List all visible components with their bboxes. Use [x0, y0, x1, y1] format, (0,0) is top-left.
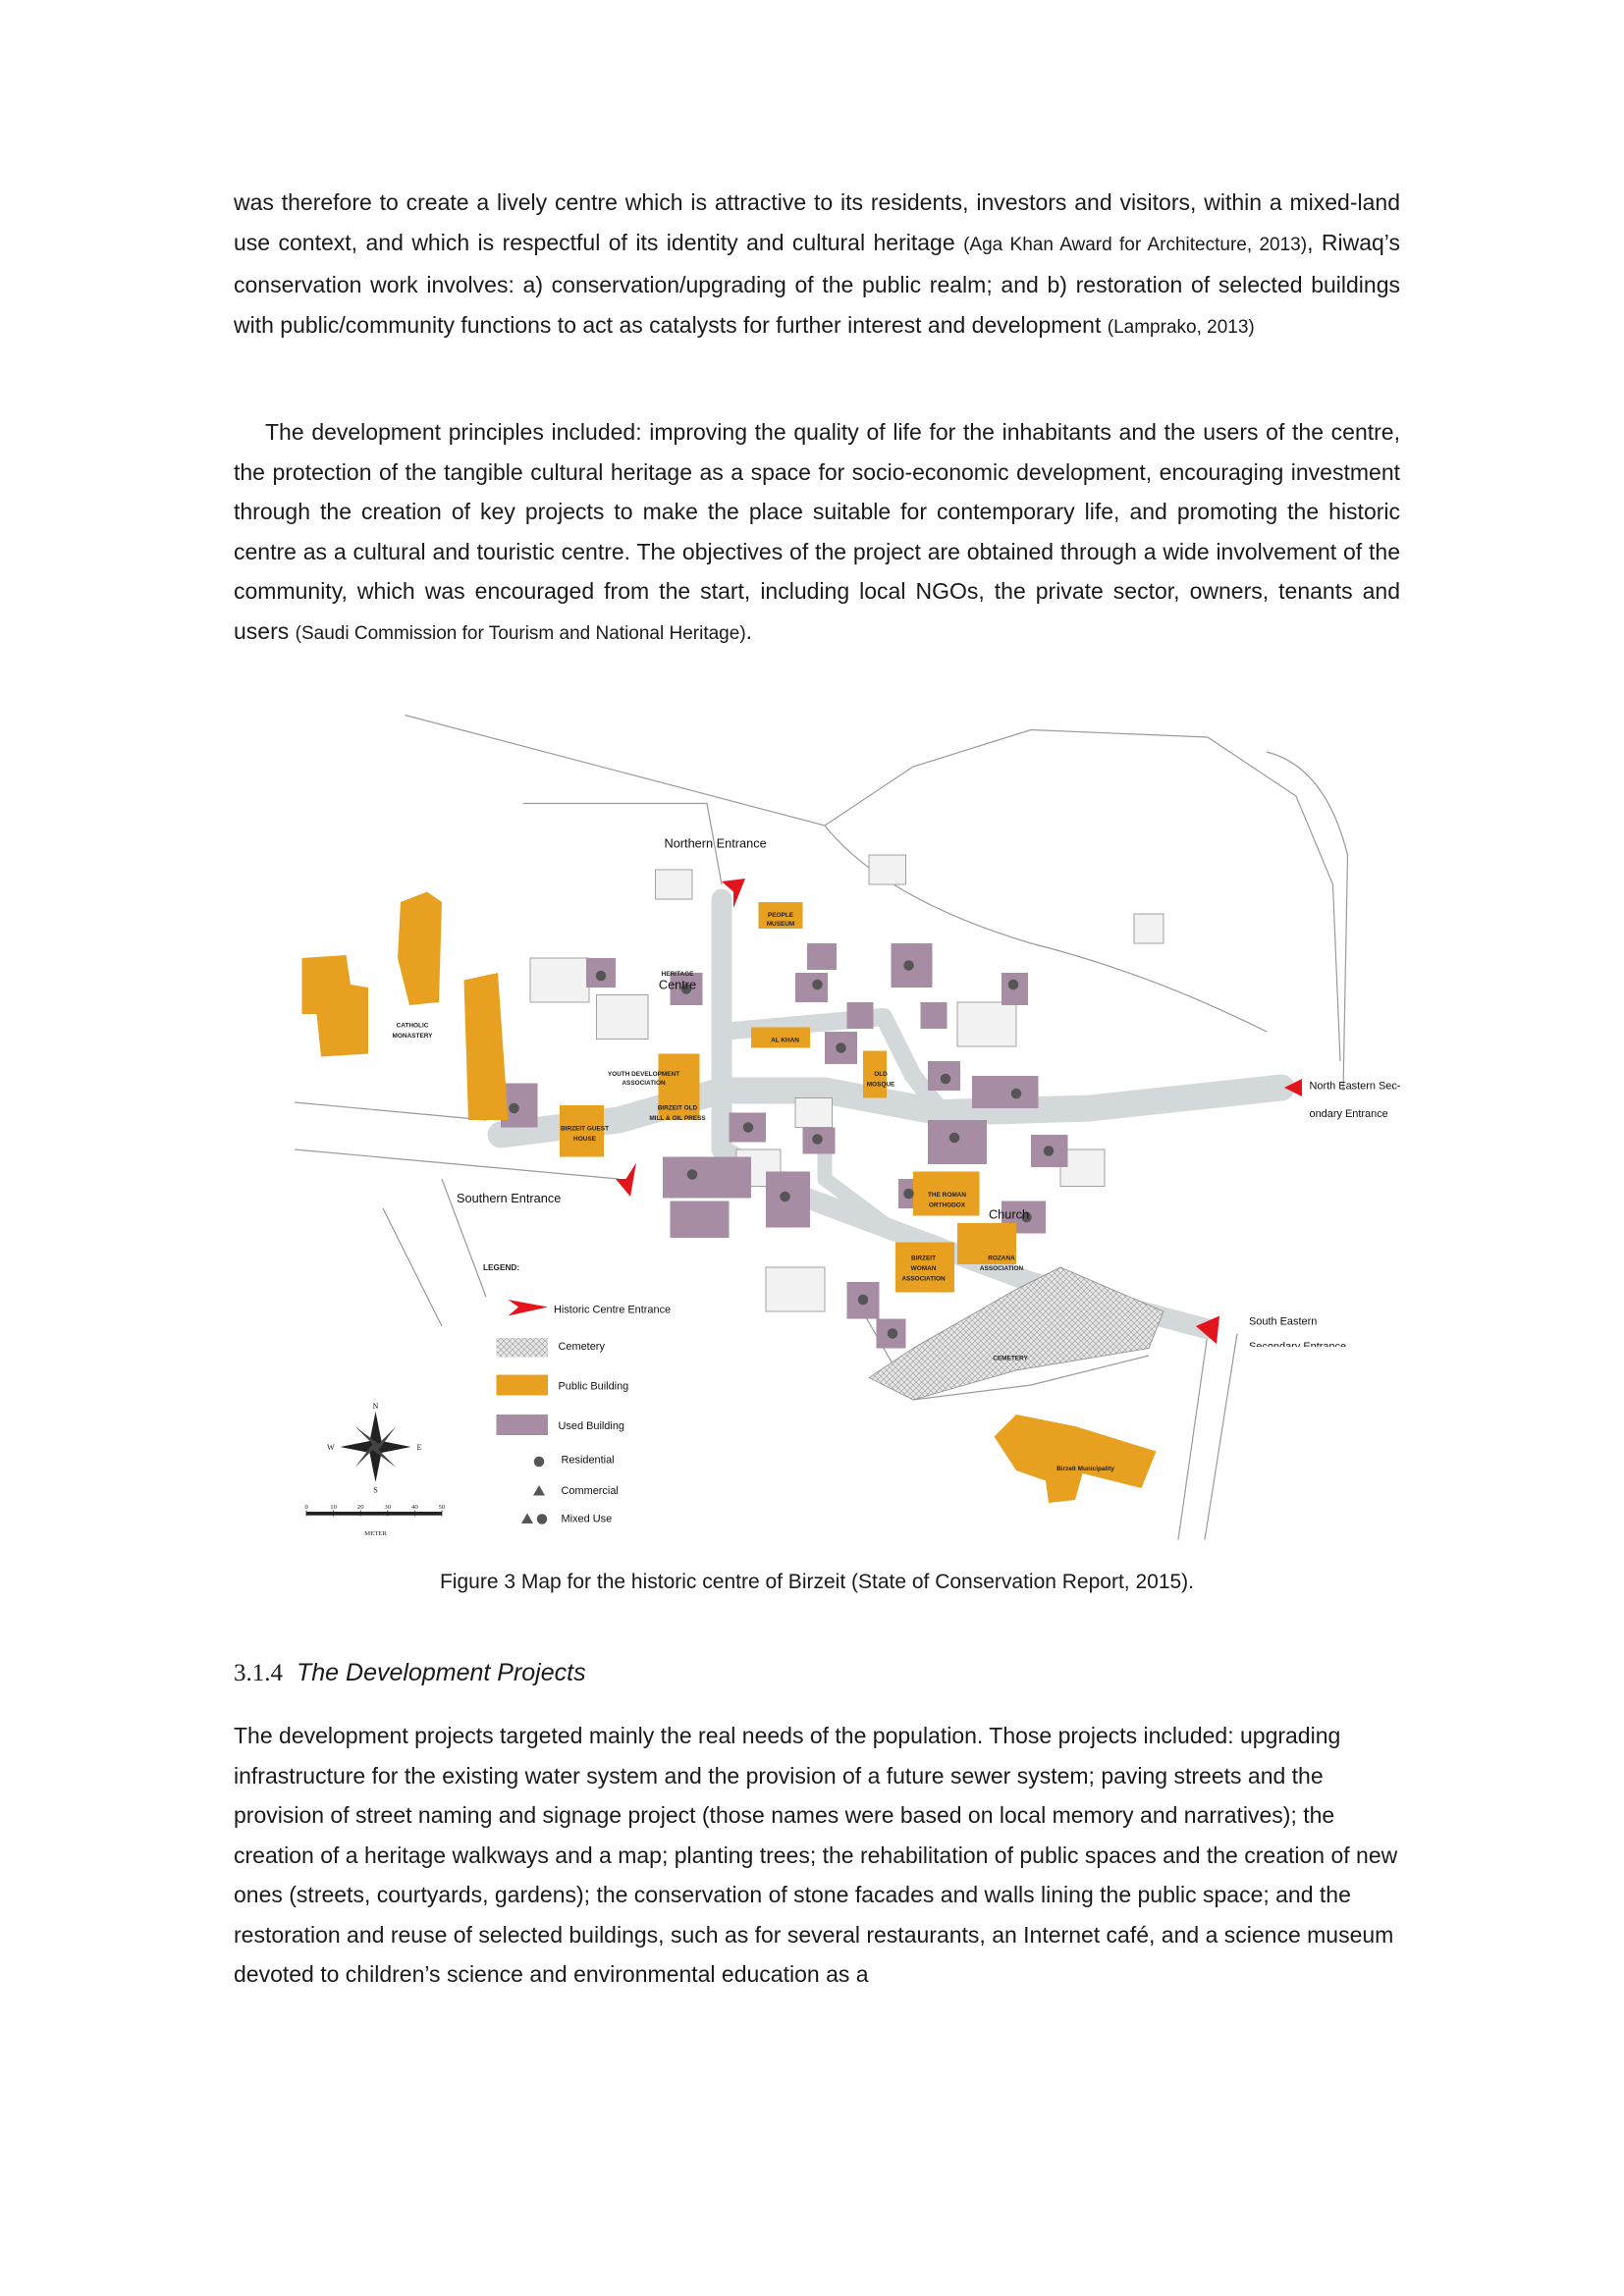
paragraph: The development principles included: imp… [234, 412, 1400, 654]
legend-swatch [496, 1338, 548, 1358]
map-label: YOUTH DEVELOPMENT [608, 1071, 679, 1078]
map-label: HOUSE [573, 1136, 597, 1143]
compass: N S E W [327, 1402, 422, 1495]
map-label: BIRZEIT GUEST [561, 1126, 609, 1133]
map-label: ASSOCIATION [622, 1080, 666, 1087]
map-label: WOMAN [911, 1265, 937, 1272]
map-label: MILL & OIL PRESS [649, 1115, 706, 1122]
legend-swatch [496, 1374, 548, 1396]
section-heading: 3.1.4 The Development Projects [234, 1659, 586, 1687]
map-label: Centre [659, 978, 696, 992]
base-lines [295, 714, 1349, 1540]
streets [487, 888, 1295, 1340]
legend-item: Public Building [559, 1381, 629, 1393]
map-label: Southern Entrance [457, 1191, 561, 1205]
scale-tick-label: 20 [357, 1504, 364, 1511]
legend-item: Historic Centre Entrance [554, 1305, 671, 1316]
legend: LEGEND: Historic Centre Entrance Cemeter… [483, 1263, 671, 1525]
text: was therefore to create a lively centre … [234, 189, 1400, 255]
map-label: ORTHODOX [929, 1202, 966, 1209]
map-label: Northern Entrance [665, 836, 767, 851]
legend-swatch [533, 1456, 545, 1468]
map-label: ASSOCIATION [901, 1276, 946, 1283]
map-label: MOSQUE [867, 1082, 895, 1089]
scale-tick-label: 30 [384, 1504, 391, 1511]
scale-tick-label: 10 [330, 1504, 337, 1511]
scale-unit: METER [364, 1530, 387, 1537]
citation: (Aga Khan Award for Architecture, 2013) [963, 234, 1308, 255]
citation: (Lamprako, 2013) [1107, 316, 1255, 338]
map-label: CATHOLIC [397, 1023, 429, 1030]
map-label: BIRZEIT OLD [658, 1105, 698, 1112]
legend-swatch [508, 1300, 548, 1316]
residential-dots [509, 960, 1055, 1339]
map-label: North Eastern Sec- [1310, 1081, 1401, 1093]
map-label: Secondary Entrance [1249, 1341, 1346, 1353]
scale-tick-label: 0 [304, 1504, 308, 1511]
map-label: ondary Entrance [1310, 1108, 1388, 1120]
map-label: THE ROMAN [928, 1192, 966, 1199]
map-label: MUSEUM [767, 921, 795, 928]
map-label: MONASTERY [393, 1033, 434, 1040]
clip: Secondary Entrance [1249, 1341, 1346, 1353]
map-label: AL KHAN [771, 1038, 799, 1044]
public-buildings [301, 891, 1157, 1503]
text: The development principles included: imp… [234, 419, 1400, 644]
compass-label: W [327, 1443, 335, 1452]
compass-label: N [373, 1402, 379, 1411]
map-label: CEMETERY [993, 1356, 1028, 1362]
map-label: PEOPLE [768, 912, 794, 919]
map-label: BIRZEIT [911, 1255, 936, 1262]
text: . [745, 617, 753, 644]
map-label: South Eastern [1249, 1316, 1317, 1328]
citation: (Saudi Commission for Tourism and Nation… [295, 622, 746, 644]
section-number: 3.1.4 [234, 1660, 283, 1686]
paragraph: The development projects targeted mainly… [234, 1723, 1398, 1987]
map-label: OLD [874, 1071, 888, 1078]
legend-title: LEGEND: [483, 1263, 519, 1272]
figure-caption: Figure 3 Map for the historic centre of … [439, 1571, 1195, 1593]
map-label: Church [989, 1207, 1029, 1222]
map-label: Birzeit Municipality [1056, 1466, 1114, 1472]
legend-swatch [536, 1514, 548, 1524]
legend-swatch [533, 1485, 545, 1496]
text: , Riwaq’s conservation work involves: a)… [234, 229, 1400, 338]
legend-swatch [496, 1415, 548, 1435]
map-label: ROZANA [988, 1255, 1015, 1262]
section-title: The Development Projects [297, 1659, 586, 1686]
entrance-arrows [616, 879, 1302, 1344]
map-label: HERITAGE [662, 971, 694, 978]
map-label: ASSOCIATION [980, 1265, 1024, 1272]
scale-bar: METER 0 10 20 30 40 50 [304, 1504, 446, 1537]
legend-item: Commercial [562, 1485, 619, 1497]
cemetery-area [868, 1266, 1164, 1401]
legend-item: Residential [562, 1455, 615, 1467]
scale-tick-label: 40 [411, 1504, 418, 1511]
compass-label: E [417, 1443, 422, 1452]
paragraph: was therefore to create a lively centre … [234, 183, 1400, 347]
legend-item: Mixed Use [562, 1514, 613, 1525]
legend-swatch [521, 1513, 533, 1523]
compass-label: S [373, 1486, 378, 1495]
legend-item: Cemetery [559, 1341, 606, 1353]
legend-item: Used Building [559, 1420, 625, 1432]
building-outlines [529, 854, 1164, 1312]
scale-tick-label: 50 [439, 1504, 446, 1511]
map: Northern Entrance PEOPLE MUSEUM HERITAGE… [295, 714, 1401, 1540]
